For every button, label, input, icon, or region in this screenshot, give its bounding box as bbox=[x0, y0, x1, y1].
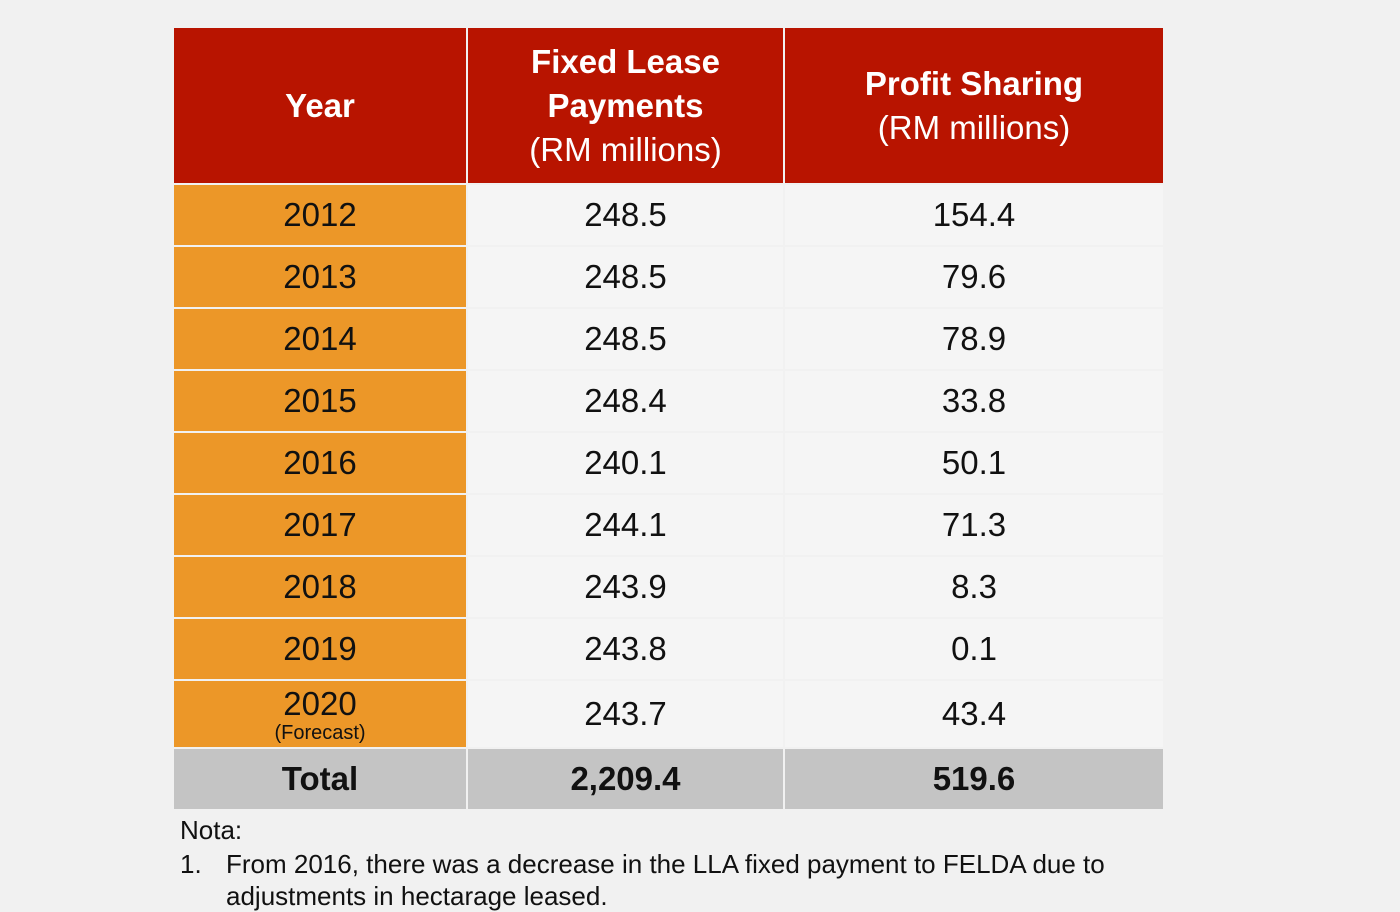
header-fixed-lease: Fixed Lease Payments (RM millions) bbox=[466, 26, 785, 185]
header-year: Year bbox=[172, 26, 468, 185]
header-fixed-lease-unit: (RM millions) bbox=[529, 130, 722, 168]
fixed-lease-cell: 243.9 bbox=[466, 555, 785, 619]
header-fixed-lease-line1: Fixed Lease bbox=[531, 42, 720, 80]
total-row: Total 2,209.4 519.6 bbox=[172, 747, 1165, 811]
fixed-lease-cell: 240.1 bbox=[466, 431, 785, 495]
fixed-lease-cell: 243.7 bbox=[466, 679, 785, 749]
table-header-row: Year Fixed Lease Payments (RM millions) … bbox=[172, 26, 1165, 185]
profit-sharing-cell: 79.6 bbox=[783, 245, 1165, 309]
year-cell: 2018 bbox=[172, 555, 468, 619]
fixed-lease-cell: 248.4 bbox=[466, 369, 785, 433]
year-cell: 2013 bbox=[172, 245, 468, 309]
table-row-forecast: 2020 (Forecast) 243.7 43.4 bbox=[172, 679, 1165, 749]
table-row: 2015 248.4 33.8 bbox=[172, 369, 1165, 433]
table-row: 2013 248.5 79.6 bbox=[172, 245, 1165, 309]
year-cell: 2016 bbox=[172, 431, 468, 495]
total-label: Total bbox=[172, 747, 468, 811]
table-row: 2018 243.9 8.3 bbox=[172, 555, 1165, 619]
table-row: 2017 244.1 71.3 bbox=[172, 493, 1165, 557]
table-row: 2012 248.5 154.4 bbox=[172, 183, 1165, 247]
header-year-label: Year bbox=[285, 86, 355, 124]
lease-payments-table-container: Year Fixed Lease Payments (RM millions) … bbox=[172, 26, 1165, 811]
header-profit-sharing-unit: (RM millions) bbox=[877, 108, 1071, 146]
profit-sharing-cell: 71.3 bbox=[783, 493, 1165, 557]
year-cell-forecast: 2020 (Forecast) bbox=[172, 679, 468, 749]
header-fixed-lease-line2: Payments bbox=[547, 86, 704, 124]
note-text: From 2016, there was a decrease in the L… bbox=[226, 849, 1105, 911]
year-cell: 2014 bbox=[172, 307, 468, 371]
profit-sharing-cell: 0.1 bbox=[783, 617, 1165, 681]
profit-sharing-cell: 8.3 bbox=[783, 555, 1165, 619]
year-cell: 2019 bbox=[172, 617, 468, 681]
note-number: 1. bbox=[180, 849, 202, 879]
profit-sharing-cell: 33.8 bbox=[783, 369, 1165, 433]
profit-sharing-cell: 50.1 bbox=[783, 431, 1165, 495]
year-cell: 2012 bbox=[172, 183, 468, 247]
fixed-lease-cell: 248.5 bbox=[466, 245, 785, 309]
notes-title: Nota: bbox=[180, 815, 243, 845]
table-row: 2014 248.5 78.9 bbox=[172, 307, 1165, 371]
total-fixed-lease: 2,209.4 bbox=[466, 747, 785, 811]
year-cell: 2017 bbox=[172, 493, 468, 557]
fixed-lease-cell: 243.8 bbox=[466, 617, 785, 681]
profit-sharing-cell: 154.4 bbox=[783, 183, 1165, 247]
lease-payments-table: Year Fixed Lease Payments (RM millions) … bbox=[172, 26, 1165, 811]
fixed-lease-cell: 248.5 bbox=[466, 183, 785, 247]
table-row: 2019 243.8 0.1 bbox=[172, 617, 1165, 681]
fixed-lease-cell: 244.1 bbox=[466, 493, 785, 557]
notes-section: Nota: 1. From 2016, there was a decrease… bbox=[180, 814, 1180, 912]
header-profit-sharing-label: Profit Sharing bbox=[864, 64, 1084, 102]
year-cell: 2015 bbox=[172, 369, 468, 433]
profit-sharing-cell: 78.9 bbox=[783, 307, 1165, 371]
total-profit-sharing: 519.6 bbox=[783, 747, 1165, 811]
fixed-lease-cell: 248.5 bbox=[466, 307, 785, 371]
forecast-note: (Forecast) bbox=[274, 722, 366, 744]
year-value: 2020 bbox=[283, 685, 357, 722]
header-profit-sharing: Profit Sharing (RM millions) bbox=[783, 26, 1165, 185]
profit-sharing-cell: 43.4 bbox=[783, 679, 1165, 749]
table-row: 2016 240.1 50.1 bbox=[172, 431, 1165, 495]
note-item: 1. From 2016, there was a decrease in th… bbox=[180, 848, 1180, 912]
